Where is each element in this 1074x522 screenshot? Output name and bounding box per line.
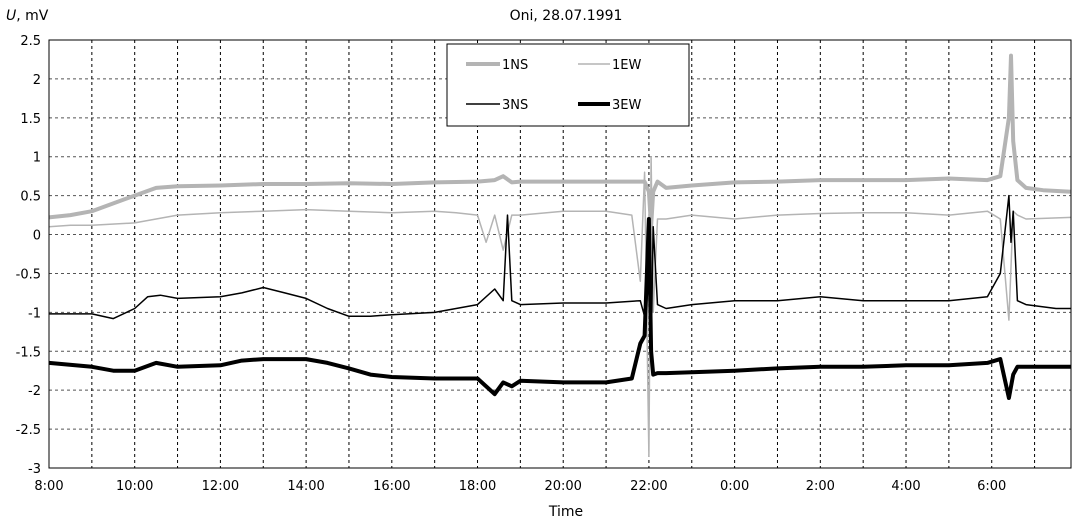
series-line-3EW [48,217,1071,400]
series-lines [48,53,1072,458]
y-axis-label: U, mV [6,8,49,24]
x-tick-label: 2:00 [806,479,835,494]
plot-frame [48,39,1072,469]
legend-box [446,43,690,127]
y-tick-label: 1 [33,151,41,166]
legend-label-1NS: 1NS [502,58,528,73]
x-tick-label: 10:00 [116,479,153,494]
y-tick-label: 0.5 [20,190,41,205]
y-tick-label: -0.5 [16,267,41,282]
y-tick-label: 2 [33,73,41,88]
x-tick-label: 22:00 [630,479,667,494]
x-tick-label: 12:00 [202,479,239,494]
y-tick-label: -2.5 [16,423,41,438]
x-tick-label: 14:00 [287,479,324,494]
x-tick-label: 8:00 [34,479,63,494]
x-tick-label: 20:00 [544,479,581,494]
x-tick-label: 4:00 [891,479,920,494]
x-tick-label: 16:00 [373,479,410,494]
legend-label-3EW: 3EW [612,98,641,113]
y-tick-label: -1 [28,306,41,321]
series-line-1NS [48,53,1072,229]
x-tick-label: 18:00 [459,479,496,494]
y-tick-label: 0 [33,229,41,244]
y-tick-label: -2 [28,384,41,399]
chart-title: Oni, 28.07.1991 [510,8,623,24]
x-axis-label: Time [548,504,583,520]
legend-label-1EW: 1EW [612,58,641,73]
x-tick-label: 6:00 [977,479,1006,494]
y-tick-label: 1.5 [20,112,41,127]
y-tick-labels: 2.5 2 1.5 1 0.5 0 -0.5 -1 -1.5 -2 -2.5 -3 [16,34,41,477]
y-tick-label: -3 [28,462,41,477]
series-line-1EW [48,155,1072,458]
y-tick-label: 2.5 [20,34,41,49]
legend-label-3NS: 3NS [502,98,528,113]
y-tick-label: -1.5 [16,345,41,360]
x-tick-labels: 8:00 10:00 12:00 14:00 16:00 18:00 20:00 22:00 0… [34,479,1006,494]
legend: 1NS 1EW 3NS 3EW [446,43,690,127]
x-tick-label: 0:00 [720,479,749,494]
series-line-3NS [49,194,1071,353]
